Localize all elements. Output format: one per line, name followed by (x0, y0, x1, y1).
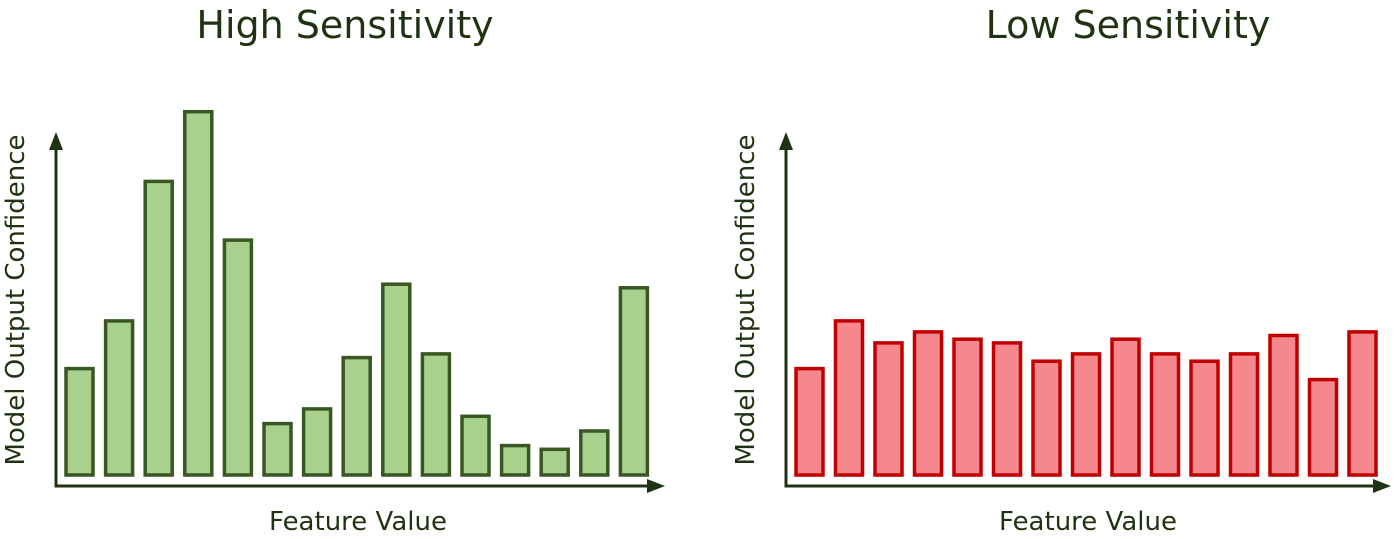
x-axis-arrow-low-sensitivity (1373, 479, 1391, 493)
bar-low-sensitivity-13 (1268, 333, 1299, 477)
chart-title-high-sensitivity: High Sensitivity (196, 3, 493, 47)
x-axis-label-low-sensitivity: Feature Value (999, 507, 1177, 537)
bar-low-sensitivity-9 (1110, 337, 1141, 477)
bar-low-sensitivity-10 (1149, 352, 1181, 477)
chart-high-sensitivity: High Sensitivity Feature Value Model Out… (1, 3, 665, 537)
bars-low-sensitivity (794, 319, 1378, 477)
bar-high-sensitivity-6 (262, 421, 293, 477)
bar-high-sensitivity-12 (499, 443, 531, 477)
bar-high-sensitivity-15 (618, 286, 650, 477)
bar-low-sensitivity-5 (952, 337, 983, 477)
y-axis-arrow-high-sensitivity (49, 132, 63, 150)
y-axis-label-low-sensitivity: Model Output Confidence (731, 134, 761, 465)
bar-low-sensitivity-8 (1070, 352, 1102, 477)
bar-low-sensitivity-12 (1228, 352, 1260, 477)
y-axis-arrow-low-sensitivity (779, 132, 793, 150)
bar-low-sensitivity-11 (1189, 359, 1220, 477)
y-axis-label-high-sensitivity: Model Output Confidence (1, 134, 31, 465)
bar-low-sensitivity-3 (873, 341, 904, 477)
bar-high-sensitivity-3 (143, 179, 174, 477)
bar-high-sensitivity-14 (579, 429, 610, 477)
bar-high-sensitivity-11 (460, 414, 491, 477)
chart-title-low-sensitivity: Low Sensitivity (986, 3, 1271, 47)
bar-low-sensitivity-2 (833, 319, 865, 477)
bar-high-sensitivity-4 (183, 109, 214, 477)
bar-high-sensitivity-10 (420, 352, 452, 477)
bar-low-sensitivity-14 (1307, 377, 1339, 477)
bar-high-sensitivity-2 (103, 319, 135, 477)
bar-low-sensitivity-7 (1031, 359, 1062, 477)
bar-high-sensitivity-8 (341, 355, 372, 477)
bar-high-sensitivity-7 (301, 407, 333, 477)
bar-high-sensitivity-13 (539, 447, 570, 477)
bar-low-sensitivity-15 (1347, 330, 1378, 477)
x-axis-arrow-high-sensitivity (647, 479, 665, 493)
bar-low-sensitivity-4 (912, 330, 944, 477)
bar-high-sensitivity-9 (381, 282, 412, 477)
x-axis-label-high-sensitivity: Feature Value (269, 507, 447, 537)
chart-low-sensitivity: Low Sensitivity Feature Value Model Outp… (731, 3, 1391, 537)
bar-high-sensitivity-1 (64, 366, 95, 477)
bar-low-sensitivity-1 (794, 366, 825, 477)
bar-high-sensitivity-5 (222, 238, 254, 477)
bars-high-sensitivity (64, 109, 650, 477)
bar-low-sensitivity-6 (991, 341, 1023, 477)
